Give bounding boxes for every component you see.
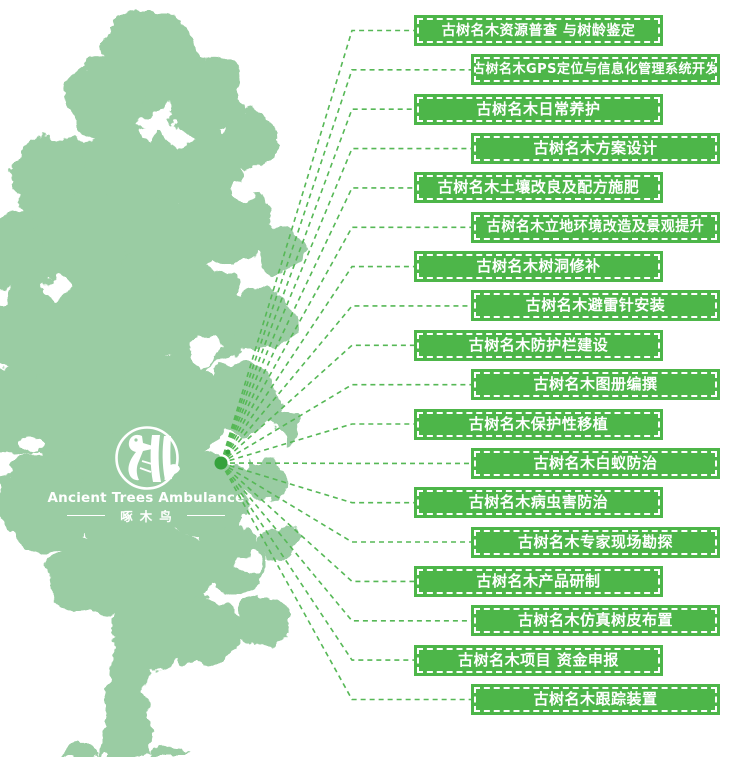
logo-rule-left	[67, 514, 106, 517]
service-banner[interactable]: 古树名木避雷针安装	[471, 290, 720, 322]
banner-dashed-border: 古树名木病虫害防治	[417, 490, 660, 516]
service-banner[interactable]: 古树名木树洞修补	[414, 251, 663, 283]
service-banner[interactable]: 古树名木病虫害防治	[414, 487, 663, 519]
banner-dashed-border: 古树名木土壤改良及配方施肥	[417, 175, 660, 201]
banner-dashed-border: 古树名木日常养护	[417, 96, 660, 122]
service-banner-label: 古树名木方案设计	[533, 139, 658, 158]
logo-title-en: Ancient Trees Ambulance	[47, 490, 245, 506]
connector-line	[220, 462, 471, 701]
connector-line	[220, 187, 414, 464]
banner-dashed-border: 古树名木图册编撰	[474, 372, 717, 398]
banner-dashed-border: 古树名木跟踪装置	[474, 686, 717, 712]
service-banner-label: 古树名木土壤改良及配方施肥	[437, 178, 640, 197]
banner-dashed-border: 古树名木防护栏建设	[417, 332, 660, 358]
logo-rule-right	[186, 514, 225, 517]
service-banner[interactable]: 古树名木日常养护	[414, 93, 663, 125]
connector-line	[220, 108, 414, 464]
service-banner-label: 古树名木病虫害防治	[468, 493, 609, 512]
connector-line	[220, 29, 414, 464]
banner-dashed-border: 古树名木保护性移植	[417, 411, 660, 437]
woodpecker-logo-icon	[115, 426, 180, 490]
service-banner-label: 古树名木保护性移植	[468, 414, 609, 433]
connector-line	[220, 344, 414, 464]
hub-dot-fleck	[225, 449, 231, 455]
service-banner[interactable]: 古树名木项目 资金申报	[414, 644, 663, 676]
banner-dashed-border: 古树名木方案设计	[474, 136, 717, 162]
service-banner-label: 古树名木跟踪装置	[533, 689, 658, 708]
service-banner-label: 古树名木立地环境改造及景观提升	[486, 219, 705, 236]
logo-title-cn: 啄木鸟	[46, 506, 246, 525]
connector-line	[220, 423, 414, 464]
logo: Ancient Trees Ambulance 啄木鸟	[46, 420, 246, 525]
banner-dashed-border: 古树名木树洞修补	[417, 254, 660, 280]
service-banner[interactable]: 古树名木方案设计	[471, 133, 720, 165]
service-banner[interactable]: 古树名木跟踪装置	[471, 683, 720, 715]
service-banner-label: 古树名木专家现场勘探	[517, 532, 673, 551]
service-banner-label: 古树名木避雷针安装	[525, 296, 666, 315]
service-banner[interactable]: 古树名木立地环境改造及景观提升	[471, 211, 720, 243]
connector-line	[220, 265, 414, 464]
service-banner-label: 古树名木仿真树皮布置	[517, 611, 673, 630]
connector-line	[220, 305, 471, 464]
connector-line	[220, 462, 414, 504]
service-banner[interactable]: 古树名木资源普查 与树龄鉴定	[414, 15, 663, 46]
service-banner[interactable]: 古树名木白蚁防治	[471, 447, 720, 479]
service-banner[interactable]: 古树名木防护栏建设	[414, 329, 663, 361]
service-banner[interactable]: 古树名木专家现场勘探	[471, 526, 720, 558]
service-banner[interactable]: 古树名木GPS定位与信息化管理系统开发	[471, 54, 720, 86]
banner-dashed-border: 古树名木资源普查 与树龄鉴定	[417, 18, 660, 43]
connector-line	[220, 69, 471, 464]
service-banner-label: 古树名木GPS定位与信息化管理系统开发	[474, 62, 717, 78]
banner-dashed-border: 古树名木专家现场勘探	[474, 529, 717, 555]
service-banner[interactable]: 古树名木图册编撰	[471, 369, 720, 401]
banner-dashed-border: 古树名木立地环境改造及景观提升	[474, 214, 717, 240]
service-banner[interactable]: 古树名木产品研制	[414, 565, 663, 597]
logo-title-cn-text: 啄木鸟	[120, 509, 179, 524]
banner-dashed-border: 古树名木项目 资金申报	[417, 647, 660, 673]
service-banner-label: 古树名木产品研制	[476, 571, 601, 590]
banner-dashed-border: 古树名木仿真树皮布置	[474, 608, 717, 634]
service-banner-label: 古树名木日常养护	[476, 99, 601, 118]
service-banner-label: 古树名木资源普查 与树龄鉴定	[441, 22, 636, 39]
connector-line	[220, 462, 414, 583]
banner-dashed-border: 古树名木避雷针安装	[474, 293, 717, 319]
hub-dot	[214, 456, 228, 470]
banner-dashed-border: 古树名木产品研制	[417, 568, 660, 594]
service-banner[interactable]: 古树名木仿真树皮布置	[471, 605, 720, 637]
service-banner-label: 古树名木树洞修补	[476, 257, 601, 276]
connector-line	[220, 462, 414, 661]
banner-dashed-border: 古树名木白蚁防治	[474, 450, 717, 476]
banner-dashed-border: 古树名木GPS定位与信息化管理系统开发	[474, 57, 717, 83]
service-banner[interactable]: 古树名木保护性移植	[414, 408, 663, 440]
service-banner-label: 古树名木白蚁防治	[533, 453, 658, 472]
service-banner-label: 古树名木防护栏建设	[468, 335, 609, 354]
service-banner[interactable]: 古树名木土壤改良及配方施肥	[414, 172, 663, 204]
service-banner-label: 古树名木项目 资金申报	[458, 650, 619, 669]
service-banner-label: 古树名木图册编撰	[533, 375, 658, 394]
